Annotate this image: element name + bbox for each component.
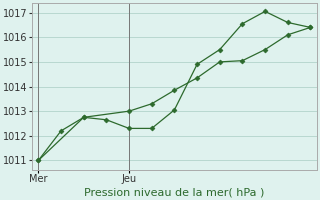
X-axis label: Pression niveau de la mer( hPa ): Pression niveau de la mer( hPa ) [84,187,265,197]
